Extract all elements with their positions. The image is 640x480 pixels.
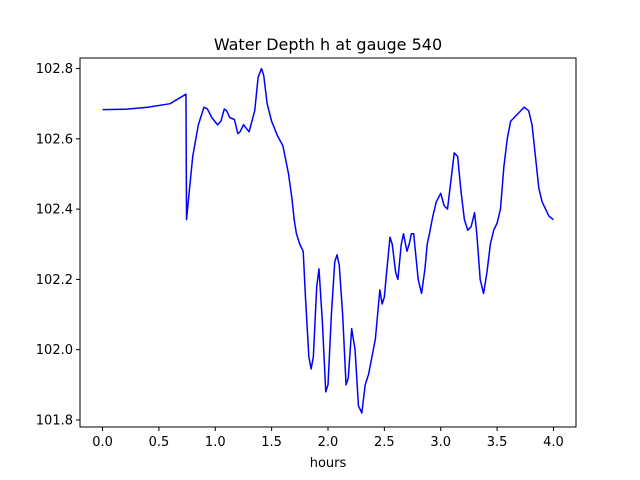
y-tick-label: 102.4 — [36, 203, 73, 218]
y-axis-ticks: 101.8 102.0 102.2 102.4 102.6 102.8 — [36, 62, 80, 428]
x-axis-ticks: 0.0 0.5 1.0 1.5 2.0 2.5 3.0 3.5 4.0 — [92, 427, 564, 450]
y-tick-label: 102.6 — [36, 132, 73, 147]
x-tick-label: 0.0 — [92, 435, 113, 450]
chart-title: Water Depth h at gauge 540 — [214, 35, 442, 54]
x-axis-label: hours — [310, 456, 347, 471]
x-tick-label: 1.5 — [261, 435, 282, 450]
water-depth-line — [102, 67, 554, 414]
y-tick-label: 102.0 — [36, 343, 73, 358]
x-tick-label: 0.5 — [149, 435, 170, 450]
x-tick-label: 1.0 — [205, 435, 226, 450]
y-tick-label: 102.2 — [36, 273, 73, 288]
x-tick-label: 4.0 — [543, 435, 564, 450]
y-tick-label: 102.8 — [36, 62, 73, 77]
plot-area-frame — [79, 57, 577, 428]
x-tick-label: 2.0 — [318, 435, 339, 450]
x-tick-label: 3.5 — [487, 435, 508, 450]
x-tick-label: 3.0 — [430, 435, 451, 450]
y-tick-label: 101.8 — [36, 413, 73, 428]
x-tick-label: 2.5 — [374, 435, 395, 450]
